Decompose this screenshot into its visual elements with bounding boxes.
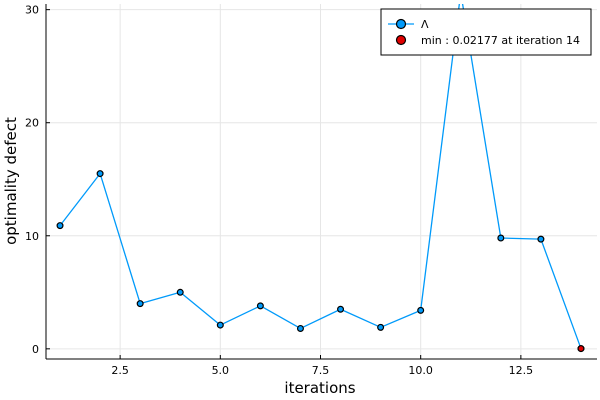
legend-marker-swatch bbox=[395, 18, 407, 30]
plot-area bbox=[56, 4, 585, 353]
x-tick-label: 7.5 bbox=[312, 364, 330, 377]
data-point bbox=[256, 302, 264, 310]
x-tick-label: 12.5 bbox=[509, 364, 534, 377]
data-point bbox=[417, 306, 425, 314]
legend-min-marker-swatch bbox=[395, 34, 407, 46]
legend-label-series: Λ bbox=[421, 18, 429, 31]
data-point bbox=[56, 222, 64, 230]
data-point bbox=[96, 170, 104, 178]
data-point bbox=[337, 305, 345, 313]
axes bbox=[45, 4, 597, 360]
min-point bbox=[577, 345, 585, 353]
data-point bbox=[377, 323, 385, 331]
y-tick-label: 20 bbox=[25, 117, 39, 130]
data-point bbox=[296, 324, 304, 332]
data-point bbox=[176, 288, 184, 296]
y-tick-label: 0 bbox=[32, 343, 39, 356]
x-tick-label: 5.0 bbox=[212, 364, 230, 377]
series-line bbox=[59, 4, 582, 349]
data-point bbox=[136, 300, 144, 308]
legend: Λ min : 0.02177 at iteration 14 bbox=[380, 8, 592, 56]
y-axis-title: optimality defect bbox=[2, 117, 20, 245]
tick-labels: 2.5 5.0 7.5 10.0 12.5 0 10 20 30 bbox=[25, 4, 533, 377]
legend-box bbox=[380, 8, 592, 56]
legend-label-min: min : 0.02177 at iteration 14 bbox=[421, 34, 580, 47]
x-tick-label: 2.5 bbox=[111, 364, 129, 377]
y-tick-label: 10 bbox=[25, 230, 39, 243]
data-point bbox=[497, 234, 505, 242]
y-tick-label: 30 bbox=[25, 4, 39, 17]
x-tick-label: 10.0 bbox=[408, 364, 433, 377]
data-point bbox=[537, 235, 545, 243]
data-point bbox=[216, 321, 224, 329]
x-axis-title: iterations bbox=[284, 379, 355, 397]
grid bbox=[46, 4, 597, 359]
